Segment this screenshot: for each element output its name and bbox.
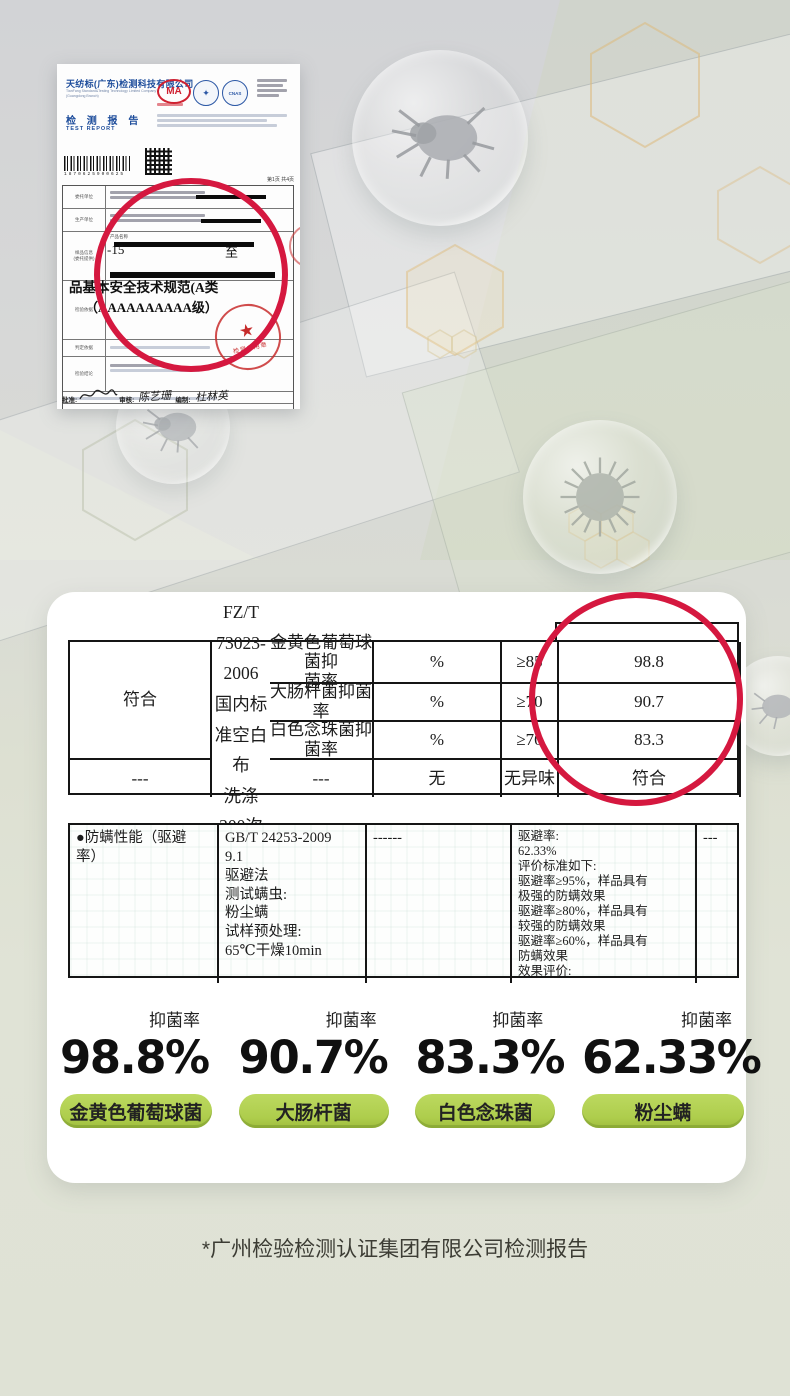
- review-signature: 陈艺珊: [137, 388, 172, 405]
- cert-report-title-en: TEST REPORT: [66, 126, 116, 132]
- mite-cell-method: GB/T 24253-2009 9.1 驱避法 测试螨虫: 粉尘螨 试样预处理:…: [219, 825, 367, 983]
- stat-label: 抑菌率: [325, 1011, 377, 1030]
- cert-barcode-digits: 1870625900625: [64, 172, 126, 177]
- stat-label: 抑菌率: [492, 1011, 544, 1030]
- red-highlight-circle-standard: [529, 592, 743, 806]
- table-cell-result: 无异味: [502, 760, 559, 797]
- signature-row: 批准: 审核: 陈艺珊 编制: 杜林英: [62, 386, 294, 404]
- stats-row: 抑菌率 98.8% 金黄色葡萄球菌 抑菌率 90.7% 大肠杆菌 抑菌率 83.…: [60, 1006, 762, 1129]
- stat-label: 抑菌率: [680, 1011, 732, 1030]
- stat-value: 83.3%: [415, 1031, 565, 1084]
- dust-mite-icon: [751, 692, 790, 729]
- stat-pill: 粉尘螨: [581, 1094, 744, 1129]
- table-cell-unit: %: [374, 684, 502, 722]
- cert-row-label: 委托单位: [63, 186, 106, 208]
- cert-row-label: 判定依据: [63, 340, 106, 356]
- cert-company-name: 天纺标(广东)检测科技有限公司: [66, 79, 194, 89]
- cert-barcode: [64, 156, 130, 171]
- prepare-signature: 杜林英: [194, 388, 228, 405]
- table-cell-requirement: 无: [374, 760, 502, 797]
- mite-cell-requirement: ------: [367, 825, 512, 983]
- mite-cell-item: ●防螨性能（驱避 率）: [70, 825, 219, 983]
- anti-mite-table: ●防螨性能（驱避 率） GB/T 24253-2009 9.1 驱避法 测试螨虫…: [68, 823, 739, 983]
- cert-note-line: [63, 392, 293, 403]
- cert-qr-code: [145, 148, 172, 175]
- stat-candida: 抑菌率 83.3% 白色念珠菌: [415, 1006, 565, 1129]
- table-cell-standard-note: FZ/T 73023-2006 国内标准空白布 洗涤300次: [214, 602, 268, 836]
- stat-pill: 白色念珠菌: [415, 1094, 556, 1129]
- review-label: 审核:: [119, 397, 135, 404]
- table-cell-unit: %: [374, 642, 502, 684]
- table-cell-unit: ---: [270, 760, 374, 797]
- table-cell-item: 大肠杆菌抑菌率: [270, 682, 374, 722]
- bubble-dust-mite-large: [352, 50, 528, 226]
- footer-note: *广州检验检测认证集团有限公司检测报告: [201, 1238, 589, 1261]
- stat-label: 抑菌率: [149, 1011, 200, 1030]
- table-cell-item: ---: [70, 760, 212, 797]
- stat-value: 62.33%: [581, 1031, 762, 1084]
- stat-pill: 大肠杆菌: [238, 1094, 389, 1129]
- table-cell-item: 金黄色葡萄球菌抑 菌率: [270, 632, 374, 691]
- table-cell-verdict-merged: 符合: [70, 642, 212, 760]
- cert-report-title-cn: 检 测 报 告: [66, 116, 143, 127]
- cert-row-value: [106, 357, 293, 391]
- stat-ecoli: 抑菌率 90.7% 大肠杆菌: [238, 1006, 389, 1129]
- red-highlight-circle-certificate: [94, 178, 288, 372]
- cert-row-label: 生产单位: [63, 209, 106, 231]
- dust-mite-icon: [142, 409, 199, 453]
- pathogen-icon: [560, 457, 640, 537]
- stat-value: 98.8%: [60, 1031, 210, 1084]
- dust-mite-icon: [391, 106, 495, 179]
- stat-pill: 金黄色葡萄球菌: [60, 1094, 212, 1129]
- mite-cell-result: 驱避率: 62.33% 评价标准如下: 驱避率≥95%，样品具有 极强的防螨效果…: [512, 825, 697, 983]
- approve-signature: [79, 389, 118, 400]
- cert-page-indicator: 第1页 共4页: [267, 177, 294, 183]
- cnas-logo: CNAS: [222, 80, 248, 106]
- stat-value: 90.7%: [238, 1031, 389, 1084]
- cma-logo: MA: [157, 79, 191, 104]
- stat-staphylococcus: 抑菌率 98.8% 金黄色葡萄球菌: [60, 1006, 212, 1129]
- mite-cell-verdict: ---: [703, 830, 718, 846]
- approve-label: 批准:: [62, 397, 78, 404]
- table-cell-unit: %: [374, 722, 502, 760]
- cert-header-sidenotes: [257, 79, 287, 99]
- cert-address-lines: [157, 114, 292, 129]
- table-cell-item: 白色念珠菌抑菌率: [270, 720, 374, 760]
- prepare-label: 编制:: [175, 397, 191, 404]
- stat-dust-mite: 抑菌率 62.33% 粉尘螨: [581, 1006, 762, 1129]
- cma-logo-caption: [157, 103, 183, 108]
- cert-row-label: 检验结论: [63, 357, 106, 391]
- cert-company-subtitle: TianFang Standard&Testing Technology Lim…: [66, 89, 159, 98]
- accreditation-globe-logo: ✦: [193, 80, 219, 106]
- cert-note-line: [63, 404, 293, 409]
- bubble-pathogen: [523, 420, 677, 574]
